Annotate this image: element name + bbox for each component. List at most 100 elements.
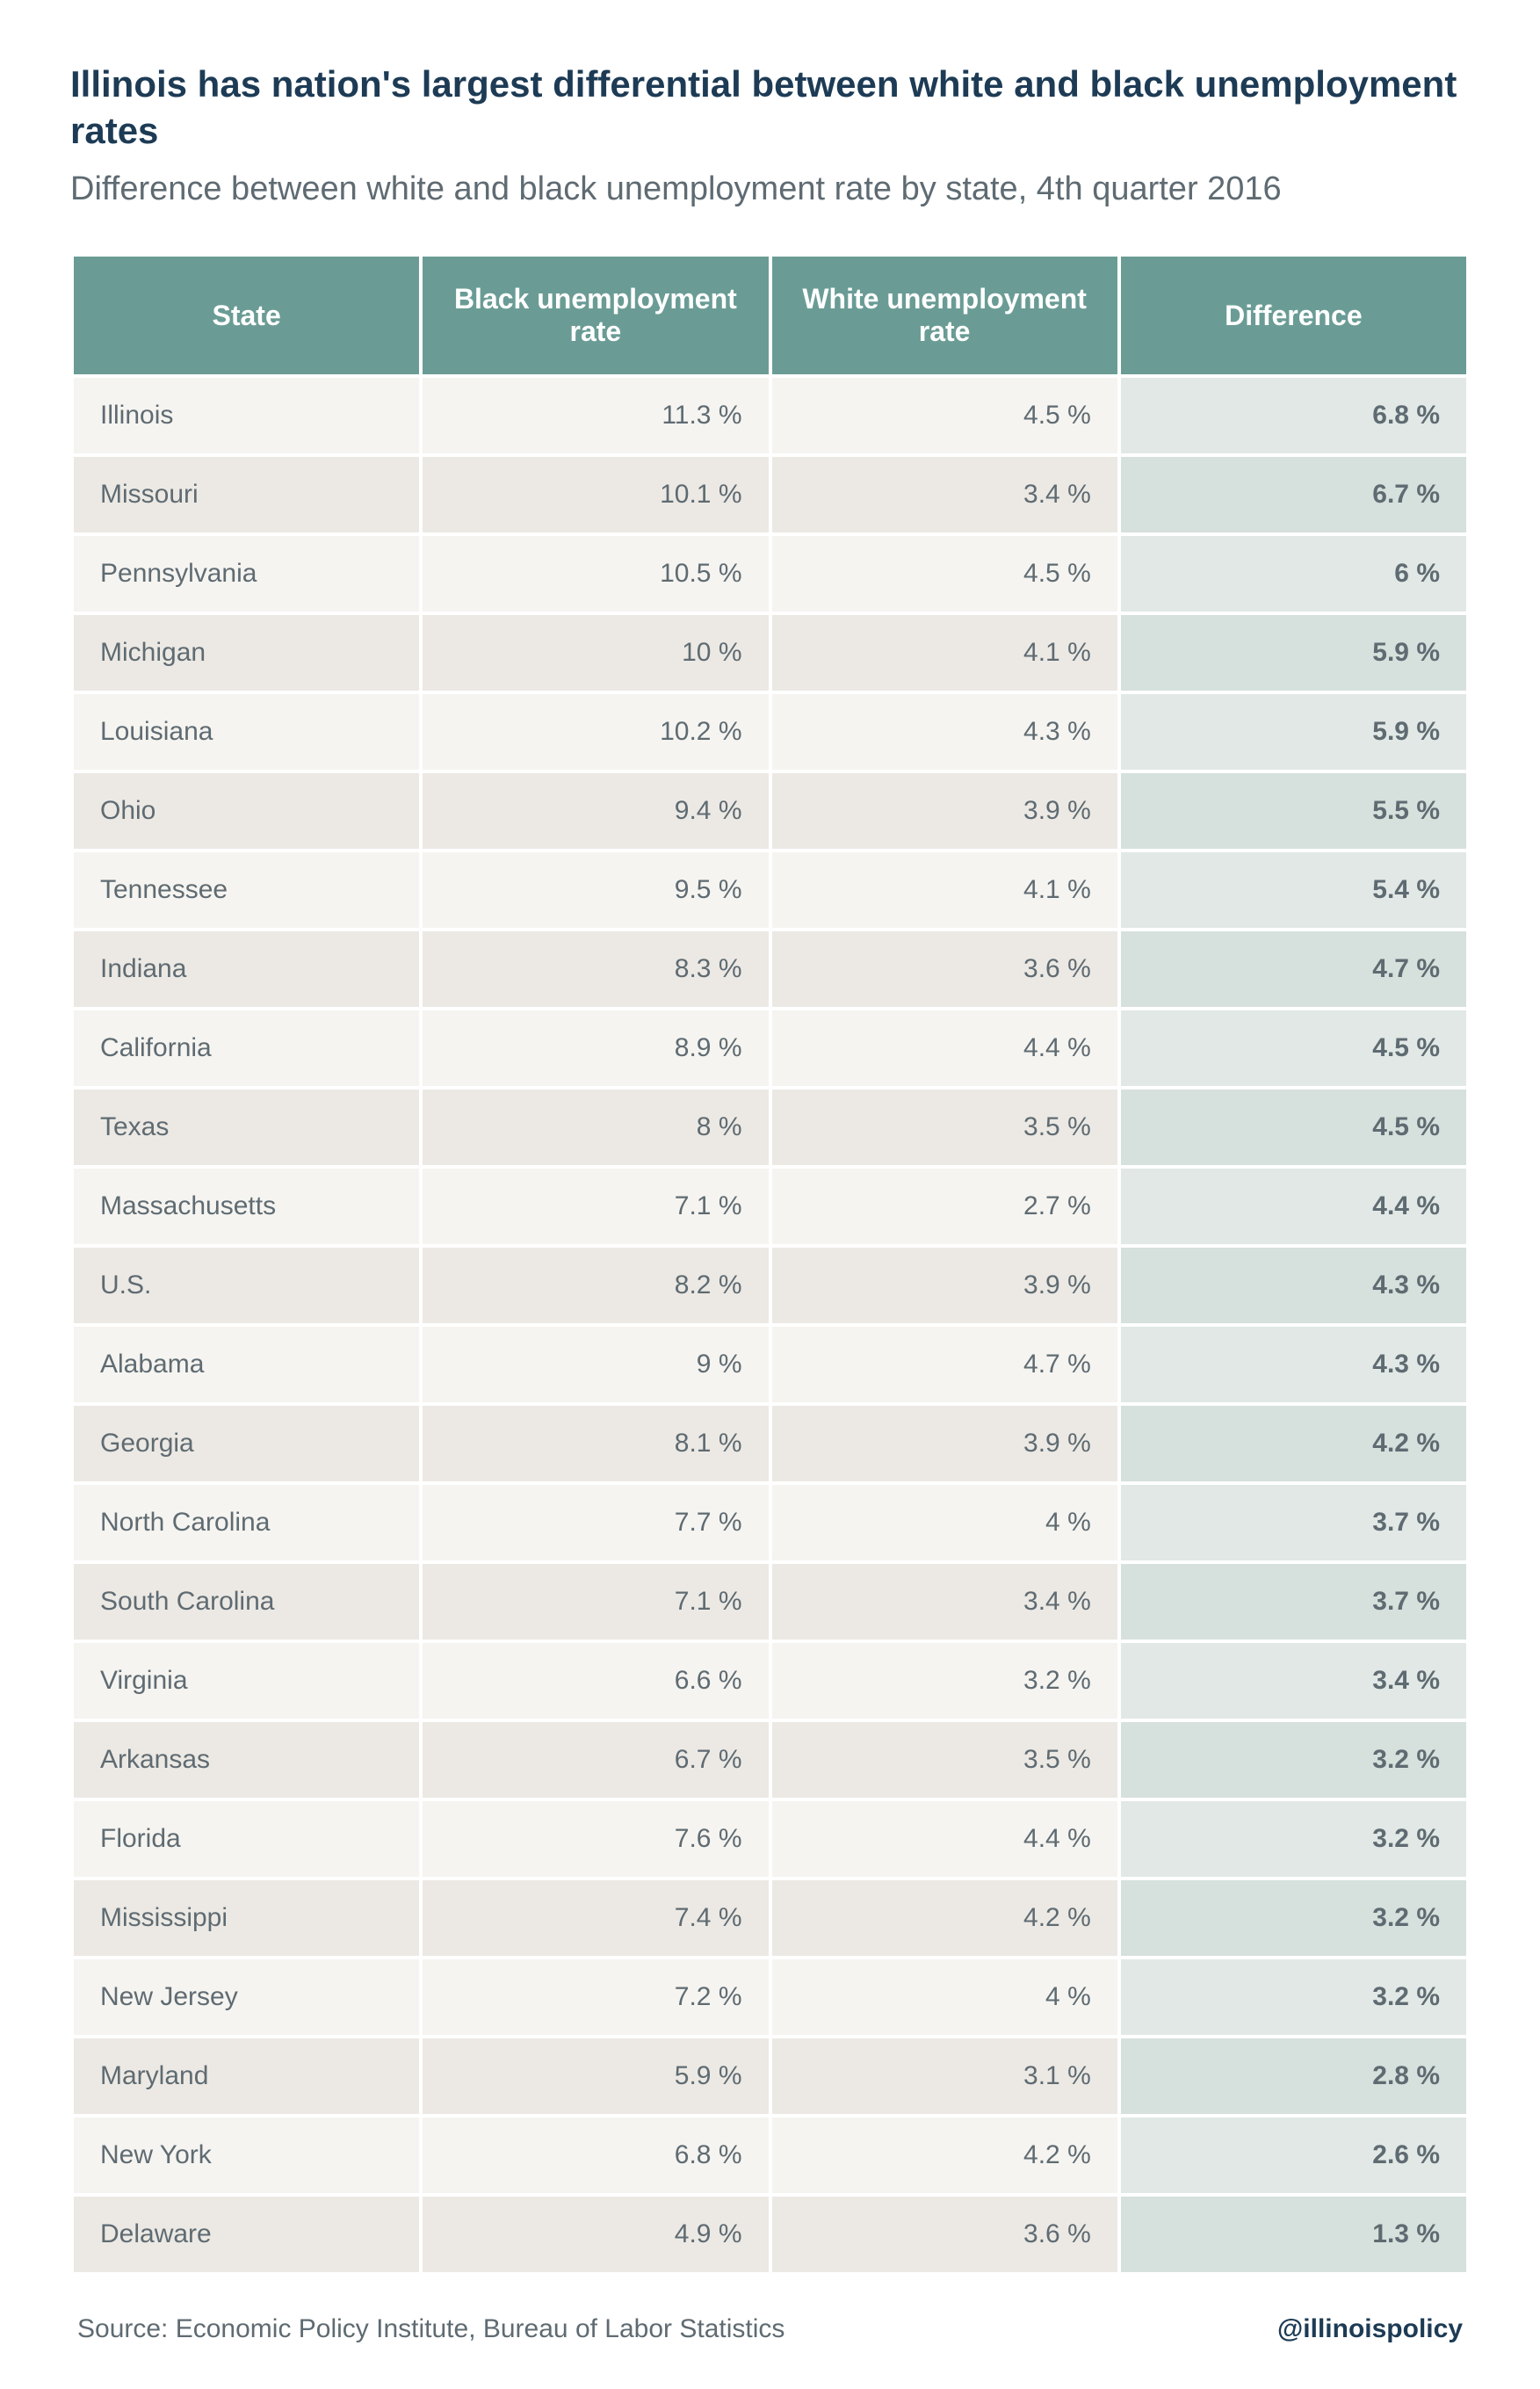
cell-black-rate: 10.2 % [423,694,768,770]
table-body: Illinois11.3 %4.5 %6.8 %Missouri10.1 %3.… [74,378,1466,2272]
table-row: Illinois11.3 %4.5 %6.8 % [74,378,1466,453]
table-row: South Carolina7.1 %3.4 %3.7 % [74,1564,1466,1640]
cell-white-rate: 4.4 % [772,1801,1117,1877]
cell-white-rate: 4.5 % [772,536,1117,612]
cell-white-rate: 4.7 % [772,1327,1117,1402]
cell-white-rate: 3.4 % [772,1564,1117,1640]
table-row: Delaware4.9 %3.6 %1.3 % [74,2197,1466,2272]
col-header-white: White unemployment rate [772,257,1117,374]
table-row: Virginia6.6 %3.2 %3.4 % [74,1643,1466,1719]
unemployment-table: State Black unemployment rate White unem… [70,253,1470,2276]
cell-white-rate: 4.2 % [772,2118,1117,2193]
table-row: Arkansas6.7 %3.5 %3.2 % [74,1722,1466,1798]
cell-state: U.S. [74,1248,419,1323]
cell-state: North Carolina [74,1485,419,1560]
cell-black-rate: 6.7 % [423,1722,768,1798]
cell-black-rate: 9.5 % [423,852,768,928]
cell-state: Illinois [74,378,419,453]
cell-black-rate: 6.8 % [423,2118,768,2193]
cell-white-rate: 3.6 % [772,2197,1117,2272]
cell-difference: 4.2 % [1121,1406,1466,1481]
cell-black-rate: 7.2 % [423,1959,768,2035]
table-row: Louisiana10.2 %4.3 %5.9 % [74,694,1466,770]
cell-white-rate: 3.1 % [772,2038,1117,2114]
page-subtitle: Difference between white and black unemp… [70,168,1470,211]
cell-difference: 3.2 % [1121,1880,1466,1956]
cell-white-rate: 4 % [772,1485,1117,1560]
cell-black-rate: 10 % [423,615,768,691]
cell-black-rate: 8.1 % [423,1406,768,1481]
cell-state: Arkansas [74,1722,419,1798]
cell-black-rate: 11.3 % [423,378,768,453]
cell-white-rate: 3.5 % [772,1090,1117,1165]
cell-difference: 5.4 % [1121,852,1466,928]
table-row: Indiana8.3 %3.6 %4.7 % [74,931,1466,1007]
cell-difference: 6.8 % [1121,378,1466,453]
col-header-black: Black unemployment rate [423,257,768,374]
cell-difference: 4.7 % [1121,931,1466,1007]
cell-difference: 3.2 % [1121,1959,1466,2035]
table-header: State Black unemployment rate White unem… [74,257,1466,374]
cell-black-rate: 4.9 % [423,2197,768,2272]
page-container: Illinois has nation's largest differenti… [0,0,1540,2388]
cell-state: Michigan [74,615,419,691]
cell-difference: 4.5 % [1121,1090,1466,1165]
footer: Source: Economic Policy Institute, Burea… [70,2314,1470,2344]
table-row: North Carolina7.7 %4 %3.7 % [74,1485,1466,1560]
table-header-row: State Black unemployment rate White unem… [74,257,1466,374]
cell-state: New York [74,2118,419,2193]
table-row: Alabama9 %4.7 %4.3 % [74,1327,1466,1402]
cell-difference: 5.9 % [1121,615,1466,691]
cell-difference: 4.3 % [1121,1248,1466,1323]
cell-black-rate: 7.6 % [423,1801,768,1877]
cell-state: Massachusetts [74,1169,419,1244]
cell-white-rate: 3.6 % [772,931,1117,1007]
cell-difference: 4.3 % [1121,1327,1466,1402]
cell-white-rate: 4.2 % [772,1880,1117,1956]
cell-state: Alabama [74,1327,419,1402]
table-row: Mississippi7.4 %4.2 %3.2 % [74,1880,1466,1956]
cell-white-rate: 3.9 % [772,1248,1117,1323]
cell-white-rate: 3.4 % [772,457,1117,532]
cell-difference: 1.3 % [1121,2197,1466,2272]
cell-white-rate: 3.9 % [772,773,1117,849]
cell-black-rate: 6.6 % [423,1643,768,1719]
cell-black-rate: 7.1 % [423,1564,768,1640]
table-row: U.S.8.2 %3.9 %4.3 % [74,1248,1466,1323]
cell-white-rate: 3.5 % [772,1722,1117,1798]
table-row: Michigan10 %4.1 %5.9 % [74,615,1466,691]
cell-state: Delaware [74,2197,419,2272]
table-row: Massachusetts7.1 %2.7 %4.4 % [74,1169,1466,1244]
cell-white-rate: 4.3 % [772,694,1117,770]
cell-difference: 3.4 % [1121,1643,1466,1719]
cell-white-rate: 4.4 % [772,1010,1117,1086]
table-row: Pennsylvania10.5 %4.5 %6 % [74,536,1466,612]
cell-state: Florida [74,1801,419,1877]
cell-difference: 3.2 % [1121,1722,1466,1798]
cell-difference: 3.7 % [1121,1564,1466,1640]
table-row: Missouri10.1 %3.4 %6.7 % [74,457,1466,532]
cell-black-rate: 8.2 % [423,1248,768,1323]
table-row: New Jersey7.2 %4 %3.2 % [74,1959,1466,2035]
cell-difference: 4.4 % [1121,1169,1466,1244]
cell-state: Louisiana [74,694,419,770]
table-row: Texas8 %3.5 %4.5 % [74,1090,1466,1165]
cell-difference: 6 % [1121,536,1466,612]
cell-black-rate: 7.4 % [423,1880,768,1956]
cell-difference: 4.5 % [1121,1010,1466,1086]
table-row: Tennessee9.5 %4.1 %5.4 % [74,852,1466,928]
cell-difference: 3.2 % [1121,1801,1466,1877]
page-title: Illinois has nation's largest differenti… [70,62,1470,154]
source-text: Source: Economic Policy Institute, Burea… [77,2314,784,2344]
cell-difference: 2.8 % [1121,2038,1466,2114]
cell-white-rate: 3.2 % [772,1643,1117,1719]
cell-state: Ohio [74,773,419,849]
cell-black-rate: 9 % [423,1327,768,1402]
table-row: New York6.8 %4.2 %2.6 % [74,2118,1466,2193]
cell-difference: 2.6 % [1121,2118,1466,2193]
cell-black-rate: 8.3 % [423,931,768,1007]
cell-state: Maryland [74,2038,419,2114]
col-header-diff: Difference [1121,257,1466,374]
cell-white-rate: 4.5 % [772,378,1117,453]
cell-white-rate: 4.1 % [772,615,1117,691]
